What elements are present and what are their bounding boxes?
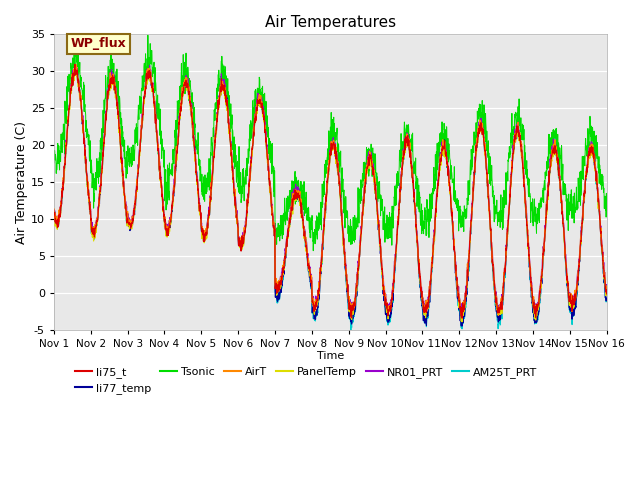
Title: Air Temperatures: Air Temperatures <box>265 15 396 30</box>
Line: li75_t: li75_t <box>54 64 607 318</box>
PanelTemp <box>50 209 58 215</box>
PanelTemp <box>72 63 80 69</box>
Tsonic <box>492 203 499 209</box>
PanelTemp <box>492 296 499 302</box>
Line: li77_temp: li77_temp <box>54 69 607 326</box>
li75_t <box>346 303 354 309</box>
li77_temp <box>554 163 562 168</box>
li77_temp <box>71 66 79 72</box>
PanelTemp <box>458 319 466 324</box>
li75_t <box>71 61 79 67</box>
NR01_PRT <box>458 312 466 317</box>
Tsonic <box>50 160 58 166</box>
Y-axis label: Air Temperature (C): Air Temperature (C) <box>15 120 28 243</box>
li77_temp <box>603 298 611 303</box>
AirT <box>358 209 366 215</box>
AirT <box>72 61 80 67</box>
AM25T_PRT <box>347 330 355 336</box>
AM25T_PRT <box>570 307 577 313</box>
AM25T_PRT <box>492 303 499 309</box>
NR01_PRT <box>204 213 212 218</box>
Line: AirT: AirT <box>54 64 607 318</box>
AirT <box>492 291 499 297</box>
li77_temp <box>458 323 466 329</box>
Text: WP_flux: WP_flux <box>70 37 126 50</box>
AM25T_PRT <box>603 296 611 302</box>
PanelTemp <box>346 307 354 313</box>
Line: NR01_PRT: NR01_PRT <box>54 65 607 314</box>
li75_t <box>50 212 58 217</box>
AM25T_PRT <box>346 317 354 323</box>
AM25T_PRT <box>71 62 79 68</box>
li77_temp <box>492 300 499 305</box>
NR01_PRT <box>492 290 499 296</box>
li75_t <box>358 209 366 215</box>
Tsonic <box>570 215 577 220</box>
AM25T_PRT <box>204 215 212 221</box>
AM25T_PRT <box>50 207 58 213</box>
NR01_PRT <box>554 156 562 162</box>
Line: AM25T_PRT: AM25T_PRT <box>54 65 607 333</box>
Legend: li75_t, li77_temp, Tsonic, AirT, PanelTemp, NR01_PRT, AM25T_PRT: li75_t, li77_temp, Tsonic, AirT, PanelTe… <box>70 362 542 399</box>
Tsonic <box>204 177 212 183</box>
NR01_PRT <box>71 62 79 68</box>
li75_t <box>492 292 499 298</box>
li75_t <box>554 163 562 168</box>
li75_t <box>204 216 212 221</box>
li75_t <box>570 298 577 304</box>
Tsonic <box>347 219 355 225</box>
Line: Tsonic: Tsonic <box>54 35 607 251</box>
PanelTemp <box>570 300 577 305</box>
NR01_PRT <box>50 207 58 213</box>
AM25T_PRT <box>554 158 562 164</box>
NR01_PRT <box>570 293 577 299</box>
AirT <box>346 300 354 306</box>
NR01_PRT <box>603 289 611 295</box>
PanelTemp <box>358 216 366 221</box>
AirT <box>204 214 212 219</box>
NR01_PRT <box>346 302 354 308</box>
PanelTemp <box>554 165 562 170</box>
AirT <box>458 315 466 321</box>
Tsonic <box>554 161 562 167</box>
li77_temp <box>50 209 58 215</box>
NR01_PRT <box>358 209 366 215</box>
AirT <box>50 206 58 212</box>
AirT <box>554 163 562 169</box>
AM25T_PRT <box>359 211 367 216</box>
AirT <box>603 289 611 295</box>
li77_temp <box>204 212 212 217</box>
Tsonic <box>309 248 317 253</box>
Tsonic <box>144 32 152 38</box>
PanelTemp <box>603 290 611 296</box>
li77_temp <box>570 302 577 308</box>
Tsonic <box>603 206 611 212</box>
li75_t <box>458 315 466 321</box>
X-axis label: Time: Time <box>317 350 344 360</box>
AirT <box>570 297 577 302</box>
PanelTemp <box>204 219 212 225</box>
Line: PanelTemp: PanelTemp <box>54 66 607 322</box>
li77_temp <box>358 214 366 220</box>
li75_t <box>603 291 611 297</box>
Tsonic <box>359 170 367 176</box>
li77_temp <box>346 314 354 320</box>
